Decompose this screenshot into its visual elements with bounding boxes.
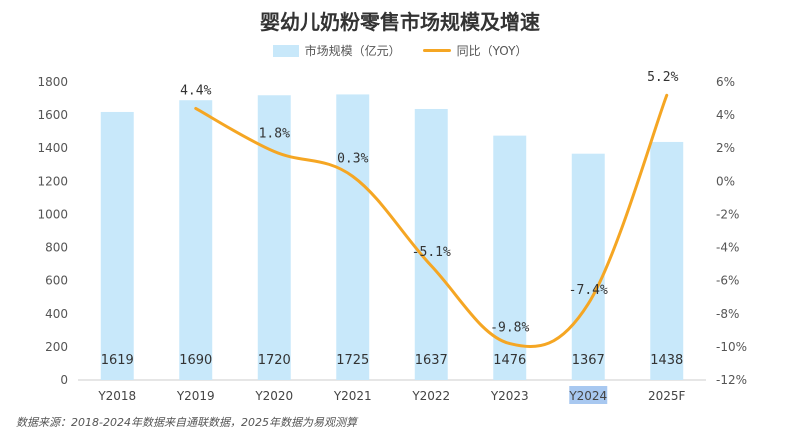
x-tick-label: Y2020 bbox=[254, 389, 293, 403]
legend-swatch-bar bbox=[272, 44, 299, 57]
chart-title: 婴幼儿奶粉零售市场规模及增速 bbox=[260, 10, 540, 34]
y-right-tick-label: -8% bbox=[716, 307, 739, 321]
bar-value-label: 1637 bbox=[415, 353, 448, 368]
legend: 市场规模（亿元） 同比（YOY） bbox=[0, 42, 800, 59]
y-left-tick-label: 1000 bbox=[37, 207, 68, 221]
bar-value-label: 1438 bbox=[650, 353, 683, 368]
yoy-point-label: 4.4% bbox=[180, 83, 211, 98]
bar bbox=[179, 100, 213, 380]
bar-value-label: 1367 bbox=[572, 353, 605, 368]
bar bbox=[100, 111, 134, 381]
legend-label-yoy: 同比（YOY） bbox=[456, 44, 528, 58]
y-left-tick-label: 1200 bbox=[37, 174, 68, 188]
y-right-tick-label: 0% bbox=[716, 174, 735, 188]
x-tick-label: Y2023 bbox=[490, 389, 529, 403]
yoy-point-label: 0.3% bbox=[337, 151, 368, 166]
x-tick-label: Y2021 bbox=[333, 389, 372, 403]
y-left-tick-label: 800 bbox=[45, 241, 68, 255]
yoy-point-label: -5.1% bbox=[412, 245, 451, 260]
y-right-tick-label: 6% bbox=[716, 75, 735, 89]
yoy-point-label: 1.8% bbox=[259, 127, 290, 142]
y-right-tick-label: -12% bbox=[716, 373, 747, 387]
y-right-tick-label: -10% bbox=[716, 340, 747, 354]
source-note: 数据来源：2018-2024年数据来自通联数据，2025年数据为易观测算 bbox=[16, 416, 357, 429]
x-tick-label: 2025F bbox=[648, 389, 686, 403]
y-left-tick-label: 200 bbox=[45, 340, 68, 354]
bar bbox=[571, 153, 605, 380]
x-tick-label: Y2024 bbox=[568, 389, 607, 403]
y-right-tick-label: 4% bbox=[716, 108, 735, 122]
y-right-tick-label: -2% bbox=[716, 207, 739, 221]
y-left-tick-label: 600 bbox=[45, 274, 68, 288]
x-tick-highlight bbox=[569, 386, 608, 404]
y-left-tick-label: 1800 bbox=[37, 75, 68, 89]
legend-item-yoy: 同比（YOY） bbox=[422, 42, 528, 59]
x-tick-label: Y2018 bbox=[97, 389, 136, 403]
y-right-tick-label: -6% bbox=[716, 274, 739, 288]
yoy-line bbox=[194, 93, 669, 349]
y-left-tick-label: 1400 bbox=[37, 141, 68, 155]
yoy-point-label: -7.4% bbox=[569, 283, 608, 298]
y-right-tick-label: 2% bbox=[716, 141, 735, 155]
bar-value-label: 1476 bbox=[493, 353, 526, 368]
bar bbox=[336, 94, 370, 381]
y-right-tick-label: -4% bbox=[716, 241, 739, 255]
legend-label-market-size: 市场规模（亿元） bbox=[304, 44, 401, 58]
legend-swatch-line bbox=[422, 49, 451, 52]
y-left-tick-label: 1600 bbox=[37, 108, 68, 122]
bar bbox=[650, 141, 684, 380]
bar-value-label: 1619 bbox=[101, 353, 134, 368]
bar-value-label: 1690 bbox=[179, 353, 212, 368]
bar bbox=[414, 108, 448, 380]
y-left-tick-label: 400 bbox=[45, 307, 68, 321]
y-left-tick-label: 0 bbox=[60, 373, 68, 387]
yoy-point-label: 5.2% bbox=[647, 70, 678, 85]
x-tick-label: Y2019 bbox=[176, 389, 215, 403]
yoy-point-label: -9.8% bbox=[490, 321, 529, 336]
legend-item-market-size: 市场规模（亿元） bbox=[272, 42, 401, 59]
bar-value-label: 1725 bbox=[336, 353, 369, 368]
bar bbox=[257, 95, 291, 380]
bar-value-label: 1720 bbox=[258, 353, 291, 368]
x-tick-label: Y2022 bbox=[411, 389, 450, 403]
